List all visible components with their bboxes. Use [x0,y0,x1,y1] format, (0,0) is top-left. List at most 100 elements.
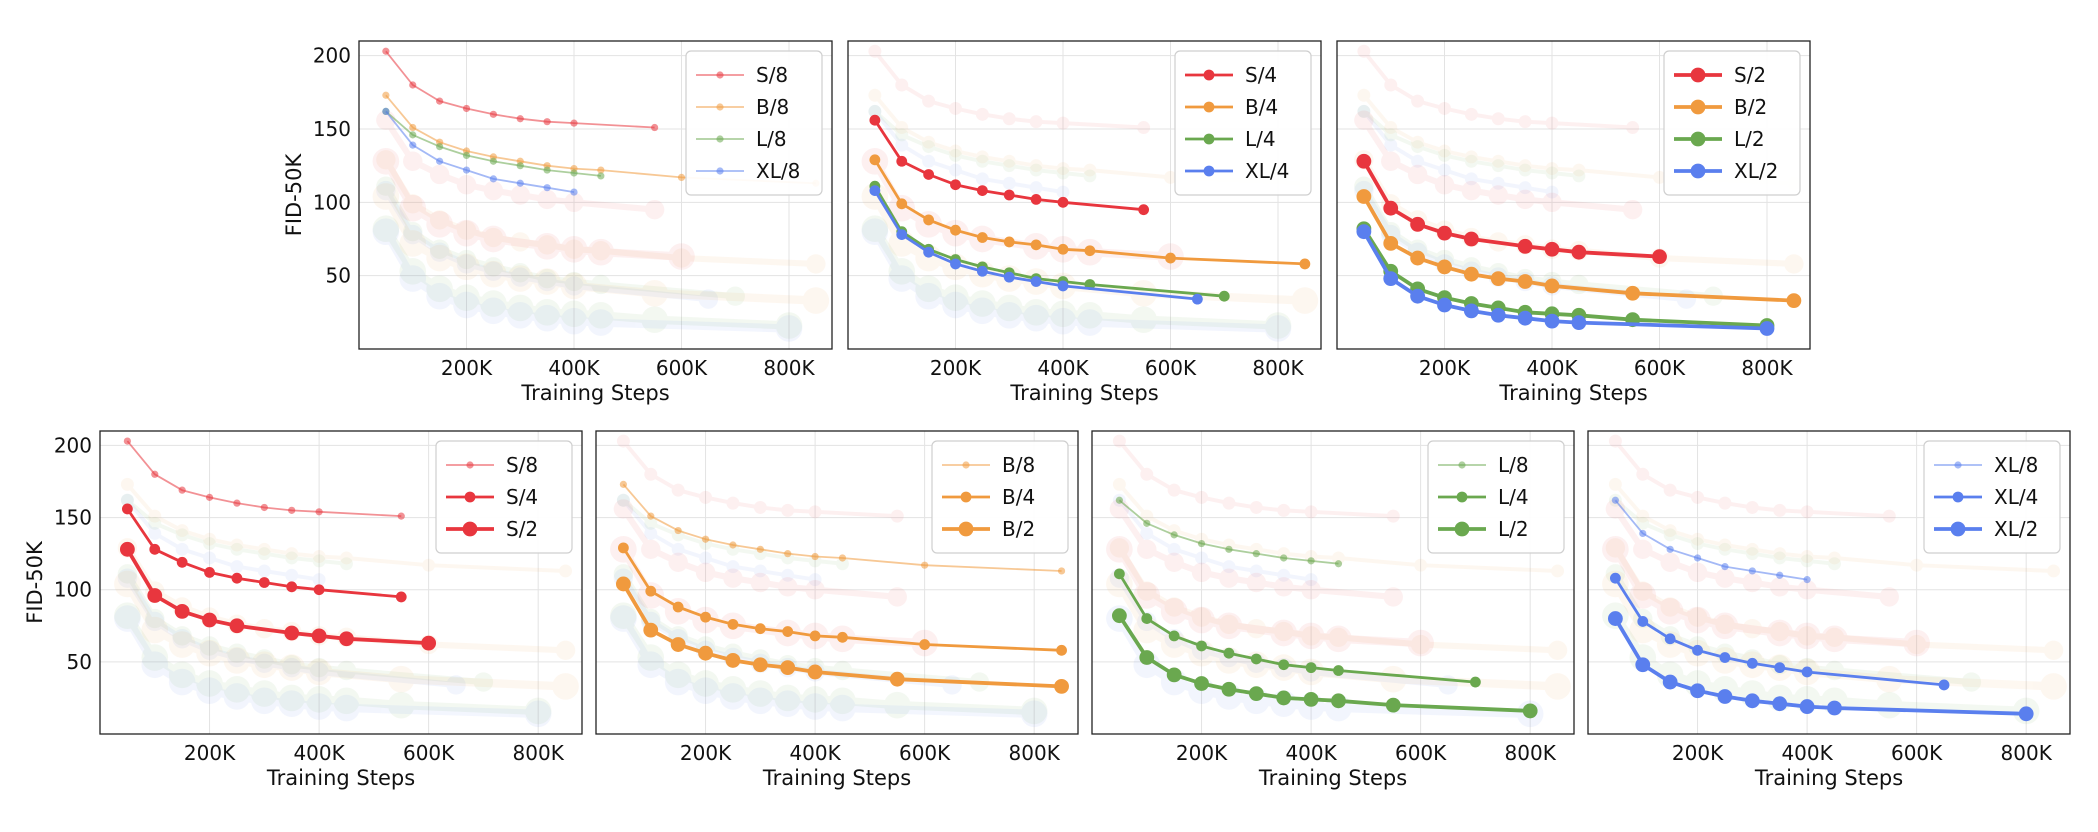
data-point [223,647,251,674]
data-point [922,154,936,168]
data-point [1384,138,1398,152]
y-tick-label: 50 [326,264,351,288]
data-point [1692,644,1703,656]
data-point [692,670,719,697]
data-point [922,135,936,149]
plot-frame [1587,430,2071,735]
data-point [1690,683,1705,699]
data-point [647,512,655,520]
data-point [260,503,268,512]
data-point [1607,611,1623,626]
data-point [1167,542,1181,556]
data-point [436,97,444,105]
data-point [995,294,1023,322]
data-point [1002,159,1016,173]
data-point [1221,681,1237,697]
series-XL-8 [382,107,578,196]
data-point [1357,104,1371,118]
series-L-4-faded [376,176,745,306]
data-point [1799,699,1815,714]
data-point [1030,239,1042,251]
data-point [1517,274,1533,289]
data-point [1252,550,1260,558]
data-point [1197,539,1206,548]
data-point [1112,477,1126,491]
data-point [672,601,684,613]
data-point [552,673,579,700]
data-point [1605,499,1626,519]
data-point [489,157,497,165]
data-point [151,470,159,478]
series-line [873,185,1225,298]
data-point [480,297,507,325]
data-point [456,175,477,195]
data-point [1354,110,1374,130]
data-point [175,542,189,556]
data-point [117,568,138,588]
data-point [489,175,497,183]
data-point [922,140,936,154]
data-point [777,577,798,597]
data-point [376,176,396,196]
data-point [1003,236,1015,248]
data-point [701,535,710,543]
series-L-4 [1113,568,1481,688]
data-point [1461,180,1482,201]
plot-frame [1336,40,1811,350]
data-point [838,554,847,562]
data-point [117,564,138,584]
series-line [621,582,1062,689]
data-point [644,516,658,530]
data-point [570,169,578,177]
data-point [895,78,909,92]
data-point [456,249,477,270]
series-L-2-faded [372,215,803,339]
data-point [1218,290,1230,302]
data-point [223,683,251,710]
data-point [372,147,400,175]
data-point [1386,509,1400,523]
series-line [1612,546,2054,654]
data-point [1191,607,1212,627]
data-point [543,118,551,126]
data-point [429,164,450,185]
data-point [114,602,141,630]
data-point [719,683,747,710]
data-point [975,107,989,121]
data-point [168,631,196,658]
data-point [1411,140,1425,154]
series-B-8-faded [1608,477,2061,578]
y-tick-label: 200 [313,44,351,68]
data-point [1745,500,1759,514]
data-point [1056,116,1070,130]
series-B-8-faded [1357,88,1801,190]
data-point [382,47,390,55]
data-point [1381,151,1401,171]
x-tick-label: 400K [789,741,841,765]
data-point [1800,554,1814,568]
data-point [699,490,713,504]
x-tick-label: 800K [1741,356,1793,380]
data-point [409,123,417,132]
data-point [674,526,682,535]
data-point [120,493,134,507]
data-point [483,261,504,281]
data-point [752,657,768,673]
data-point [168,661,196,689]
data-point [395,591,407,603]
data-point [1191,293,1203,305]
data-point [1491,112,1505,126]
data-point [376,150,396,170]
data-point [483,257,504,277]
data-point [114,570,141,598]
x-tick-label: 600K [1395,741,1447,765]
plot-frame [99,430,583,735]
series-S-8-faded [868,44,1151,135]
data-point [1745,547,1759,561]
series-line [123,581,566,691]
data-point [339,551,353,565]
data-point [564,239,584,259]
data-point [1264,312,1292,339]
data-point [1222,560,1236,574]
data-point [1020,700,1048,728]
